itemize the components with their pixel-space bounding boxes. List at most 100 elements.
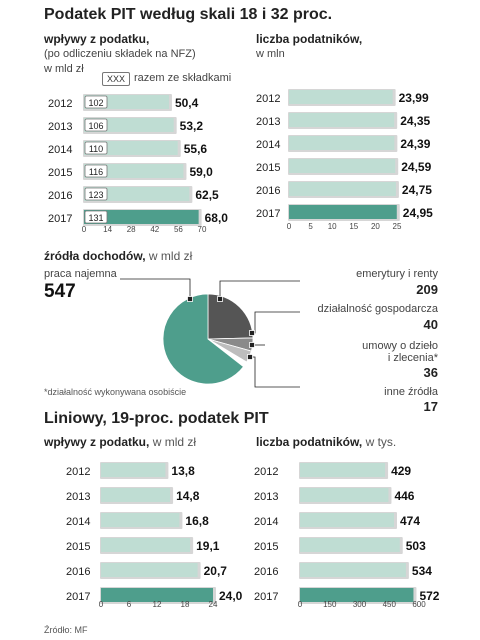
c1-total-label: 116 <box>89 167 103 177</box>
c2-year-label: 2014 <box>256 139 280 151</box>
c1-total-label: 102 <box>88 98 103 108</box>
c4-value-label: 19,1 <box>196 539 220 553</box>
c1-bar <box>84 164 184 178</box>
sources-footnote: *działalność wykonywana osobiście <box>44 387 187 397</box>
left1-unit: w mld zł <box>44 63 84 75</box>
sources-heading-label: źródła dochodów, <box>44 249 146 263</box>
c5-bar <box>300 488 389 502</box>
c2-bar <box>289 205 397 219</box>
right1-unit: w mln <box>256 48 285 60</box>
c4-year-label: 2015 <box>66 541 90 553</box>
c4-year-label: 2014 <box>66 516 90 528</box>
c2-year-label: 2016 <box>256 185 280 197</box>
c4-bar <box>101 463 166 477</box>
c1-total-label: 123 <box>88 190 103 200</box>
c4-bar <box>101 538 191 552</box>
c1-value-label: 55,6 <box>184 142 208 156</box>
c1-tick-label: 70 <box>198 225 207 234</box>
left1-heading: wpływy z podatku, <box>44 32 150 46</box>
pie-connector-dot <box>249 330 255 336</box>
c2-tick-label: 15 <box>349 222 358 231</box>
right2-unit: w tys. <box>365 435 397 449</box>
c4-bar <box>101 563 198 577</box>
c5-value-label: 429 <box>391 464 411 478</box>
c2-bar <box>289 90 393 104</box>
source-label-2: działalność gospodarcza <box>317 303 438 315</box>
c1-tick-label: 28 <box>127 225 136 234</box>
c1-total-label: 106 <box>88 121 103 131</box>
source-value-0: 547 <box>44 281 76 302</box>
c2-tick-label: 25 <box>393 222 402 231</box>
c5-year-label: 2015 <box>254 541 278 553</box>
source-label-4: inne źródła <box>384 386 438 398</box>
c1-bar <box>84 141 178 155</box>
c1-value-label: 50,4 <box>175 96 199 110</box>
c1-total-box <box>84 210 108 224</box>
c1-year-label: 2013 <box>48 121 72 133</box>
c2-tick-label: 20 <box>371 222 380 231</box>
pie-connector-line <box>252 311 300 334</box>
c4-year-label: 2016 <box>66 566 90 578</box>
c1-year-label: 2012 <box>48 98 72 110</box>
c1-year-label: 2016 <box>48 190 72 202</box>
right1-heading: liczba podatników, <box>256 32 363 46</box>
left2-unit: w mld zł <box>152 435 197 449</box>
pie-slice <box>162 293 244 385</box>
source-value-1: 209 <box>416 282 438 297</box>
c5-year-label: 2017 <box>254 591 278 603</box>
c5-bar <box>300 513 395 527</box>
c2-bar <box>289 182 396 196</box>
c5-bar <box>300 538 400 552</box>
c2-year-label: 2012 <box>256 93 280 105</box>
c1-bar <box>84 210 199 224</box>
pie-connector-dot <box>249 342 255 348</box>
c2-value-label: 24,75 <box>402 183 432 197</box>
source-label-3b: i zlecenia* <box>387 352 438 364</box>
c4-value-label: 13,8 <box>171 464 195 478</box>
c5-value-label: 572 <box>419 589 439 603</box>
c5-year-label: 2012 <box>254 466 278 478</box>
pie-connector-dot <box>187 296 193 302</box>
c4-tick-label: 12 <box>153 600 162 609</box>
c2-year-label: 2017 <box>256 208 280 220</box>
c1-total-box <box>84 118 108 132</box>
c1-tick-label: 56 <box>174 225 183 234</box>
c5-tick-label: 450 <box>383 600 397 609</box>
c1-year-label: 2015 <box>48 167 72 179</box>
c5-tick-label: 300 <box>353 600 367 609</box>
c2-value-label: 24,95 <box>403 206 433 220</box>
right2-heading-label: liczba podatników, <box>256 435 363 449</box>
c1-total-box <box>84 95 108 109</box>
c5-bar <box>300 563 406 577</box>
c5-year-label: 2014 <box>254 516 278 528</box>
c1-total-box <box>84 141 108 155</box>
c4-year-label: 2013 <box>66 491 90 503</box>
c1-value-label: 53,2 <box>180 119 204 133</box>
c4-tick-label: 6 <box>127 600 132 609</box>
pie-connector-line <box>219 280 300 299</box>
c2-value-label: 24,39 <box>400 137 430 151</box>
c1-tick-label: 42 <box>150 225 159 234</box>
c2-year-label: 2015 <box>256 162 280 174</box>
c5-bar <box>300 463 386 477</box>
source-label-3: umowy o dzieło <box>362 340 438 352</box>
c2-tick-label: 0 <box>287 222 292 231</box>
right2-heading: liczba podatników, w tys. <box>256 435 397 449</box>
c1-tick-label: 14 <box>103 225 112 234</box>
section1-title: Podatek PIT według skali 18 i 32 proc. <box>44 6 333 23</box>
c4-tick-label: 18 <box>181 600 190 609</box>
c4-value-label: 14,8 <box>176 489 200 503</box>
c2-tick-label: 5 <box>308 222 313 231</box>
c1-year-label: 2017 <box>48 213 72 225</box>
c1-value-label: 68,0 <box>205 211 229 225</box>
c1-bar <box>84 187 190 201</box>
c4-tick-label: 0 <box>99 600 104 609</box>
c5-year-label: 2013 <box>254 491 278 503</box>
c4-value-label: 24,0 <box>219 589 243 603</box>
c5-tick-label: 600 <box>412 600 426 609</box>
source-label-0: praca najemna <box>44 268 117 280</box>
source-note: Źródło: MF <box>44 625 88 635</box>
c5-value-label: 474 <box>400 514 420 528</box>
c2-tick-label: 10 <box>328 222 337 231</box>
pie-connector-line <box>120 278 191 299</box>
